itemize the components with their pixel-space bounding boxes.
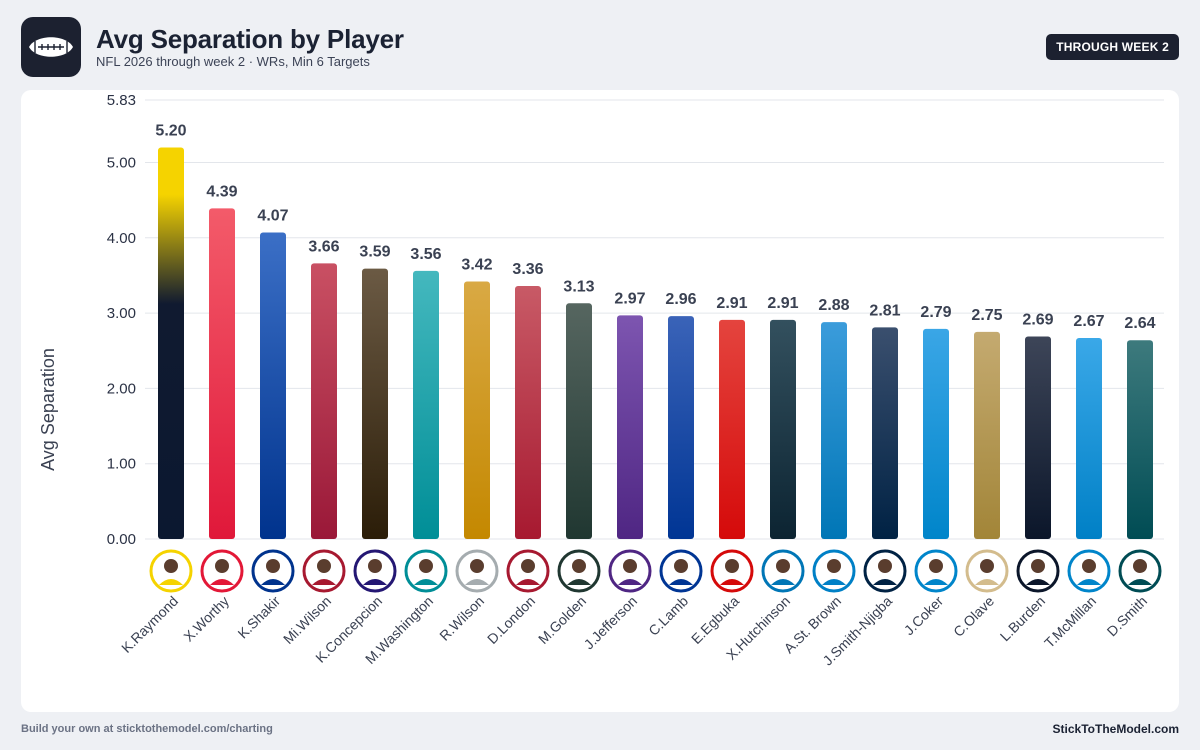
x-tick-label: C.Olave <box>950 593 997 640</box>
bar-value-label: 2.69 <box>1022 311 1053 328</box>
bar-value-label: 2.91 <box>767 295 798 312</box>
player-avatar <box>710 549 754 593</box>
player-avatar <box>404 549 448 593</box>
x-tick-label: L.Burden <box>997 593 1048 644</box>
bar-value-label: 2.79 <box>920 304 951 321</box>
player-avatar <box>353 549 397 593</box>
bar-value-label: 3.36 <box>512 261 543 278</box>
player-avatar <box>200 549 244 593</box>
bar-value-label: 5.20 <box>155 122 186 139</box>
player-avatar <box>1118 549 1162 593</box>
bar-18[interactable] <box>1076 337 1102 539</box>
y-tick-label: 3.00 <box>107 305 136 322</box>
y-tick-label: 5.83 <box>107 92 136 109</box>
y-tick-label: 4.00 <box>107 230 136 247</box>
bar-19[interactable] <box>1127 340 1153 539</box>
bar-15[interactable] <box>923 328 949 539</box>
page-title: Avg Separation by Player <box>96 24 404 54</box>
player-avatar <box>761 549 805 593</box>
player-avatar <box>302 549 346 593</box>
x-tick-label: D.London <box>484 593 538 647</box>
footer-charting-link[interactable]: Build your own at sticktothemodel.com/ch… <box>21 723 273 735</box>
y-tick-label: 1.00 <box>107 456 136 473</box>
bar-14[interactable] <box>872 327 898 539</box>
x-tick-label: R.Wilson <box>436 593 487 644</box>
bar-value-label: 2.91 <box>716 295 747 312</box>
bar-value-label: 2.96 <box>665 291 696 308</box>
player-avatar <box>1016 549 1060 593</box>
x-tick-label: T.McMillan <box>1041 593 1099 651</box>
player-avatar <box>1067 549 1111 593</box>
page-subtitle: NFL 2026 through week 2 · WRs, Min 6 Tar… <box>96 54 370 69</box>
bar-value-label: 2.75 <box>971 307 1002 324</box>
player-avatar <box>812 549 856 593</box>
bar-2[interactable] <box>260 232 286 539</box>
bar-chart: 0.00 1.00 2.00 3.00 4.00 5.00 5.83 Avg Separati… <box>38 92 1164 668</box>
bar-3[interactable] <box>311 263 337 539</box>
bar-12[interactable] <box>770 319 796 539</box>
week-badge: THROUGH WEEK 2 <box>1046 34 1179 60</box>
x-tick-label: J.Jefferson <box>581 593 641 653</box>
player-avatar <box>965 549 1009 593</box>
bar-17[interactable] <box>1025 336 1051 539</box>
y-axis-label: Avg Separation <box>38 348 58 471</box>
x-tick-label: X.Worthy <box>180 593 232 645</box>
bar-value-label: 3.56 <box>410 246 441 263</box>
x-tick-label: K.Shakir <box>234 593 283 642</box>
football-icon <box>29 37 73 57</box>
player-avatar <box>251 549 295 593</box>
x-tick-label: C.Lamb <box>645 593 691 639</box>
bar-0[interactable] <box>158 147 184 539</box>
bar-value-label: 2.64 <box>1124 315 1155 332</box>
bar-value-label: 2.88 <box>818 297 849 314</box>
player-avatar <box>914 549 958 593</box>
bar-13[interactable] <box>821 322 847 539</box>
bar-value-label: 3.66 <box>308 238 339 255</box>
bar-value-label: 2.67 <box>1073 313 1104 330</box>
bar-10[interactable] <box>668 316 694 539</box>
bar-value-label: 3.13 <box>563 278 594 295</box>
bar-11[interactable] <box>719 319 745 539</box>
x-tick-label: Mi.Wilson <box>280 593 334 647</box>
bar-16[interactable] <box>974 331 1000 539</box>
bar-4[interactable] <box>362 268 388 539</box>
bar-value-label: 4.07 <box>257 208 288 225</box>
bar-7[interactable] <box>515 285 541 539</box>
bar-value-label: 2.81 <box>869 302 900 319</box>
y-tick-label: 0.00 <box>107 531 136 548</box>
chart-card: 0.00 1.00 2.00 3.00 4.00 5.00 5.83 Avg Separati… <box>21 90 1179 712</box>
x-tick-label: J.Coker <box>901 593 947 639</box>
footer-brand[interactable]: StickToTheModel.com <box>1052 722 1179 736</box>
y-tick-label: 2.00 <box>107 380 136 397</box>
player-avatar <box>506 549 550 593</box>
player-avatar <box>455 549 499 593</box>
bar-value-label: 3.42 <box>461 256 492 273</box>
x-tick-label: D.Smith <box>1104 593 1151 640</box>
x-tick-label: E.Egbuka <box>688 593 742 647</box>
player-avatar <box>608 549 652 593</box>
bar-value-label: 3.59 <box>359 244 390 261</box>
bar-9[interactable] <box>617 315 643 539</box>
bar-8[interactable] <box>566 303 592 539</box>
bar-1[interactable] <box>209 208 235 539</box>
player-avatar <box>863 549 907 593</box>
bar-6[interactable] <box>464 281 490 539</box>
logo <box>21 17 81 77</box>
bar-5[interactable] <box>413 270 439 539</box>
x-tick-label: M.Golden <box>535 593 589 647</box>
bar-value-label: 4.39 <box>206 183 237 200</box>
player-avatar <box>659 549 703 593</box>
x-tick-label: K.Raymond <box>118 593 181 656</box>
y-tick-label: 5.00 <box>107 154 136 171</box>
player-avatar <box>149 549 193 593</box>
bar-value-label: 2.97 <box>614 290 645 307</box>
player-avatar <box>557 549 601 593</box>
